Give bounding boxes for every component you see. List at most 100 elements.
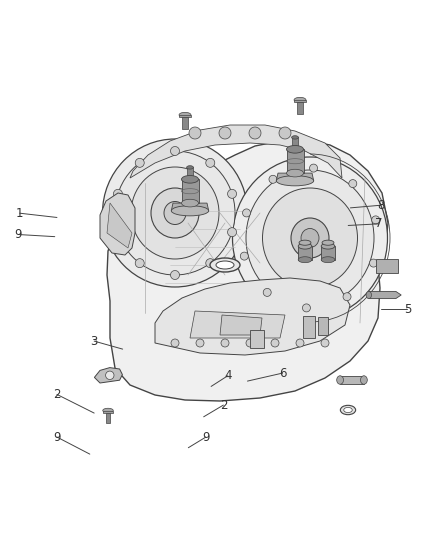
Ellipse shape (340, 405, 356, 415)
Circle shape (372, 216, 380, 224)
Circle shape (170, 271, 180, 279)
Circle shape (296, 339, 304, 347)
Polygon shape (183, 117, 187, 128)
Polygon shape (107, 140, 388, 401)
Polygon shape (340, 376, 364, 384)
Circle shape (370, 259, 378, 267)
Circle shape (310, 164, 318, 172)
Text: 9: 9 (53, 431, 61, 443)
Circle shape (171, 339, 179, 347)
Circle shape (113, 228, 123, 237)
Circle shape (170, 147, 180, 156)
Polygon shape (297, 102, 303, 114)
Text: 2: 2 (53, 388, 61, 401)
Circle shape (219, 127, 231, 139)
Ellipse shape (286, 146, 304, 153)
Circle shape (249, 127, 261, 139)
Ellipse shape (181, 175, 198, 183)
Polygon shape (179, 115, 191, 117)
Text: 7: 7 (375, 217, 383, 230)
Ellipse shape (294, 98, 306, 102)
Bar (250, 330, 264, 348)
Circle shape (189, 127, 201, 139)
Ellipse shape (233, 157, 388, 319)
Polygon shape (130, 125, 342, 178)
Ellipse shape (344, 407, 352, 413)
Ellipse shape (276, 176, 314, 186)
Ellipse shape (164, 201, 186, 224)
Text: 5: 5 (404, 303, 411, 316)
Ellipse shape (103, 408, 113, 413)
Circle shape (243, 209, 251, 217)
Ellipse shape (299, 240, 311, 245)
Polygon shape (220, 315, 262, 335)
Polygon shape (190, 311, 285, 338)
Circle shape (135, 158, 144, 167)
Polygon shape (171, 203, 208, 211)
Ellipse shape (301, 229, 319, 247)
Bar (376, 259, 398, 273)
Polygon shape (187, 167, 194, 179)
Ellipse shape (131, 167, 219, 259)
Circle shape (263, 288, 271, 296)
Text: 4: 4 (224, 369, 232, 382)
Circle shape (206, 158, 215, 167)
Polygon shape (100, 193, 135, 255)
Ellipse shape (246, 170, 374, 306)
Polygon shape (292, 138, 298, 149)
Ellipse shape (321, 257, 335, 263)
Ellipse shape (360, 376, 367, 384)
Ellipse shape (322, 240, 334, 245)
Ellipse shape (286, 169, 304, 177)
Ellipse shape (179, 112, 191, 117)
Ellipse shape (298, 243, 312, 249)
Circle shape (206, 259, 215, 268)
Ellipse shape (337, 376, 343, 384)
Circle shape (106, 371, 114, 379)
Ellipse shape (102, 139, 247, 287)
Ellipse shape (187, 166, 194, 169)
Text: 2: 2 (219, 399, 227, 411)
Text: 3: 3 (91, 335, 98, 348)
Ellipse shape (262, 188, 357, 288)
Ellipse shape (171, 206, 208, 216)
Circle shape (246, 339, 254, 347)
Ellipse shape (181, 199, 198, 207)
Ellipse shape (115, 151, 235, 275)
Text: 8: 8 (378, 199, 385, 212)
Circle shape (221, 339, 229, 347)
Ellipse shape (292, 136, 298, 139)
Polygon shape (103, 410, 113, 413)
Ellipse shape (298, 257, 312, 263)
Polygon shape (155, 278, 350, 355)
Circle shape (240, 252, 248, 260)
Circle shape (321, 339, 329, 347)
Circle shape (271, 339, 279, 347)
Ellipse shape (291, 218, 329, 258)
Circle shape (343, 293, 351, 301)
Ellipse shape (321, 243, 335, 249)
Polygon shape (294, 100, 306, 102)
Circle shape (196, 339, 204, 347)
Polygon shape (298, 246, 312, 260)
Ellipse shape (366, 292, 371, 298)
Bar (303, 316, 315, 338)
Text: 6: 6 (279, 367, 286, 379)
Text: 1: 1 (16, 207, 24, 220)
Polygon shape (276, 173, 314, 181)
Polygon shape (321, 246, 335, 260)
Text: 9: 9 (202, 431, 210, 443)
Circle shape (279, 127, 291, 139)
Circle shape (135, 259, 144, 268)
Ellipse shape (216, 261, 234, 269)
Polygon shape (95, 368, 122, 383)
Circle shape (269, 175, 277, 183)
Text: 9: 9 (14, 228, 22, 241)
Circle shape (349, 180, 357, 188)
Polygon shape (286, 149, 304, 173)
Polygon shape (106, 413, 110, 423)
Bar (318, 317, 328, 335)
Polygon shape (107, 203, 132, 248)
Ellipse shape (210, 258, 240, 272)
Circle shape (303, 304, 311, 312)
